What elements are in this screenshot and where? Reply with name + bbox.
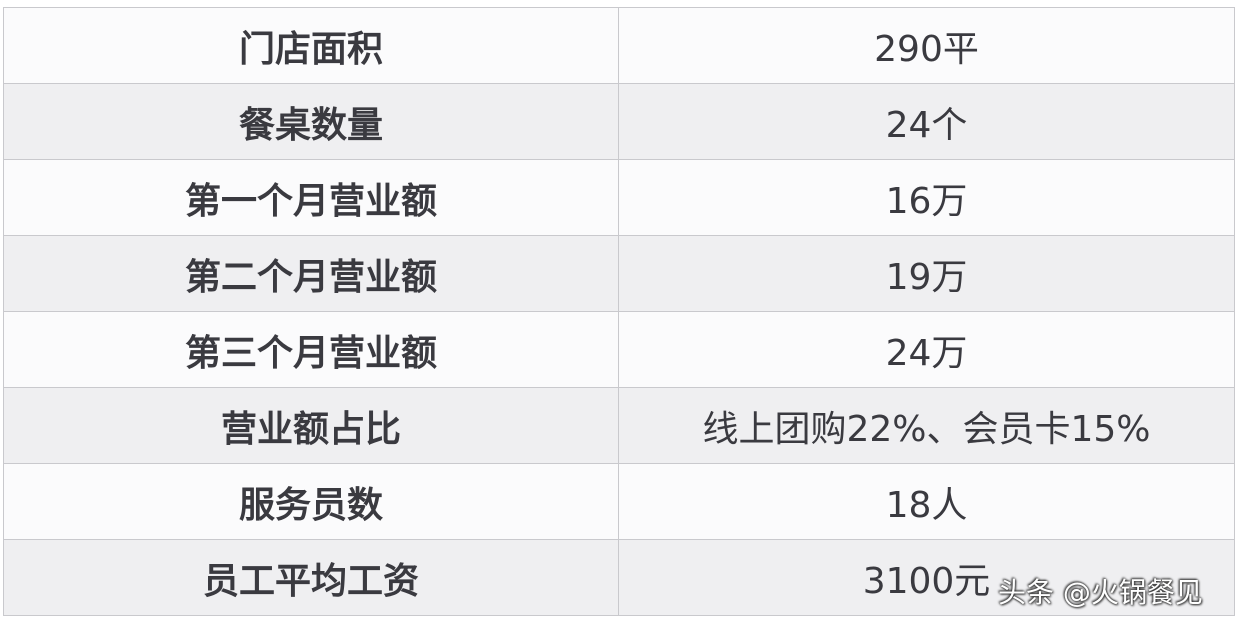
table-row: 餐桌数量 24个 [3,83,1235,160]
table-row: 员工平均工资 3100元 [3,539,1235,616]
table-row: 第二个月营业额 19万 [3,235,1235,312]
row-value: 290平 [618,7,1235,84]
row-label: 第二个月营业额 [3,235,619,312]
row-label: 门店面积 [3,7,619,84]
watermark: 头条 @火锅餐见 [998,576,1203,609]
row-label: 营业额占比 [3,387,619,464]
row-label: 餐桌数量 [3,83,619,160]
row-label: 员工平均工资 [3,539,619,616]
table-row: 营业额占比 线上团购22%、会员卡15% [3,387,1235,464]
row-value: 19万 [618,235,1235,312]
table-row: 第一个月营业额 16万 [3,159,1235,236]
row-value: 16万 [618,159,1235,236]
row-value: 18人 [618,463,1235,540]
row-value: 3100元 [618,539,1235,616]
row-value: 24万 [618,311,1235,388]
store-data-table: 门店面积 290平 餐桌数量 24个 第一个月营业额 16万 第二个月营业额 19万 第三个月营… [3,7,1235,616]
row-value: 线上团购22%、会员卡15% [618,387,1235,464]
row-label: 服务员数 [3,463,619,540]
table-row: 第三个月营业额 24万 [3,311,1235,388]
table-row: 服务员数 18人 [3,463,1235,540]
table-row: 门店面积 290平 [3,7,1235,84]
row-label: 第三个月营业额 [3,311,619,388]
row-value: 24个 [618,83,1235,160]
row-label: 第一个月营业额 [3,159,619,236]
